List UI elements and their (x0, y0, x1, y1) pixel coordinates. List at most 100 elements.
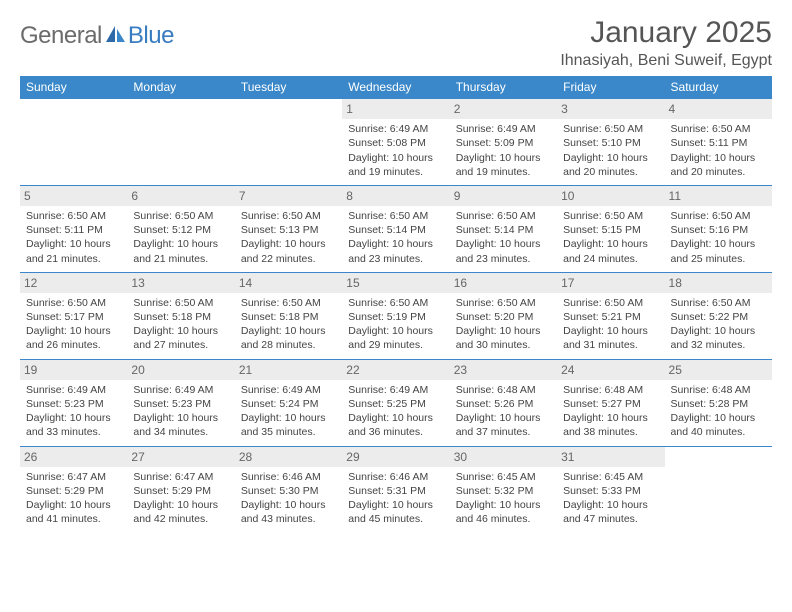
sunrise-line: Sunrise: 6:50 AM (133, 209, 228, 223)
sunrise-line: Sunrise: 6:50 AM (671, 296, 766, 310)
day-header: Thursday (450, 76, 557, 99)
calendar-week: 1Sunrise: 6:49 AMSunset: 5:08 PMDaylight… (20, 99, 772, 186)
daylight-line: Daylight: 10 hours and 40 minutes. (671, 411, 766, 439)
calendar-cell: 4Sunrise: 6:50 AMSunset: 5:11 PMDaylight… (665, 99, 772, 186)
sunset-line: Sunset: 5:09 PM (456, 136, 551, 150)
sunrise-line: Sunrise: 6:49 AM (26, 383, 121, 397)
sunrise-line: Sunrise: 6:49 AM (348, 383, 443, 397)
daylight-line: Daylight: 10 hours and 32 minutes. (671, 324, 766, 352)
sunrise-line: Sunrise: 6:50 AM (456, 296, 551, 310)
day-number: 1 (342, 99, 449, 119)
daylight-line: Daylight: 10 hours and 34 minutes. (133, 411, 228, 439)
calendar-cell: 10Sunrise: 6:50 AMSunset: 5:15 PMDayligh… (557, 185, 664, 272)
day-number: 10 (557, 186, 664, 206)
sunrise-line: Sunrise: 6:49 AM (241, 383, 336, 397)
sunrise-line: Sunrise: 6:48 AM (671, 383, 766, 397)
calendar-cell: 21Sunrise: 6:49 AMSunset: 5:24 PMDayligh… (235, 359, 342, 446)
daylight-line: Daylight: 10 hours and 37 minutes. (456, 411, 551, 439)
sunrise-line: Sunrise: 6:50 AM (456, 209, 551, 223)
daylight-line: Daylight: 10 hours and 19 minutes. (348, 151, 443, 179)
sunrise-line: Sunrise: 6:50 AM (563, 209, 658, 223)
sunrise-line: Sunrise: 6:45 AM (456, 470, 551, 484)
day-number: 27 (127, 447, 234, 467)
calendar-cell: 24Sunrise: 6:48 AMSunset: 5:27 PMDayligh… (557, 359, 664, 446)
day-number: 29 (342, 447, 449, 467)
day-number: 12 (20, 273, 127, 293)
daylight-line: Daylight: 10 hours and 23 minutes. (348, 237, 443, 265)
sunset-line: Sunset: 5:21 PM (563, 310, 658, 324)
daylight-line: Daylight: 10 hours and 47 minutes. (563, 498, 658, 526)
sunset-line: Sunset: 5:17 PM (26, 310, 121, 324)
calendar-cell: 9 Sunrise: 6:50 AMSunset: 5:14 PMDaylight… (450, 185, 557, 272)
day-number: 13 (127, 273, 234, 293)
day-number: 7 (235, 186, 342, 206)
day-number (235, 99, 342, 119)
calendar-cell: 31Sunrise: 6:45 AMSunset: 5:33 PMDayligh… (557, 446, 664, 532)
day-header: Friday (557, 76, 664, 99)
day-header: Wednesday (342, 76, 449, 99)
sunset-line: Sunset: 5:14 PM (348, 223, 443, 237)
calendar-week: 19Sunrise: 6:49 AMSunset: 5:23 PMDayligh… (20, 359, 772, 446)
calendar-cell: 5Sunrise: 6:50 AMSunset: 5:11 PMDaylight… (20, 185, 127, 272)
daylight-line: Daylight: 10 hours and 19 minutes. (456, 151, 551, 179)
sunrise-line: Sunrise: 6:50 AM (26, 296, 121, 310)
day-number (20, 99, 127, 119)
day-header-row: SundayMondayTuesdayWednesdayThursdayFrid… (20, 76, 772, 99)
day-number: 15 (342, 273, 449, 293)
sunset-line: Sunset: 5:23 PM (26, 397, 121, 411)
day-number: 23 (450, 360, 557, 380)
sunrise-line: Sunrise: 6:50 AM (241, 296, 336, 310)
calendar-cell: 1Sunrise: 6:49 AMSunset: 5:08 PMDaylight… (342, 99, 449, 186)
calendar-cell: 15Sunrise: 6:50 AMSunset: 5:19 PMDayligh… (342, 272, 449, 359)
calendar-week: 5Sunrise: 6:50 AMSunset: 5:11 PMDaylight… (20, 185, 772, 272)
sunset-line: Sunset: 5:29 PM (26, 484, 121, 498)
daylight-line: Daylight: 10 hours and 33 minutes. (26, 411, 121, 439)
day-number: 26 (20, 447, 127, 467)
sunset-line: Sunset: 5:28 PM (671, 397, 766, 411)
day-header: Tuesday (235, 76, 342, 99)
calendar-cell: 20Sunrise: 6:49 AMSunset: 5:23 PMDayligh… (127, 359, 234, 446)
calendar-cell: 12Sunrise: 6:50 AMSunset: 5:17 PMDayligh… (20, 272, 127, 359)
sunset-line: Sunset: 5:15 PM (563, 223, 658, 237)
calendar-cell: 30Sunrise: 6:45 AMSunset: 5:32 PMDayligh… (450, 446, 557, 532)
daylight-line: Daylight: 10 hours and 43 minutes. (241, 498, 336, 526)
calendar-cell: 11Sunrise: 6:50 AMSunset: 5:16 PMDayligh… (665, 185, 772, 272)
sunrise-line: Sunrise: 6:50 AM (671, 122, 766, 136)
daylight-line: Daylight: 10 hours and 25 minutes. (671, 237, 766, 265)
sunset-line: Sunset: 5:11 PM (26, 223, 121, 237)
sunset-line: Sunset: 5:19 PM (348, 310, 443, 324)
day-number: 9 (450, 186, 557, 206)
sunset-line: Sunset: 5:13 PM (241, 223, 336, 237)
day-number: 28 (235, 447, 342, 467)
day-number: 8 (342, 186, 449, 206)
sunrise-line: Sunrise: 6:48 AM (563, 383, 658, 397)
calendar-cell: 14Sunrise: 6:50 AMSunset: 5:18 PMDayligh… (235, 272, 342, 359)
calendar-cell: 18Sunrise: 6:50 AMSunset: 5:22 PMDayligh… (665, 272, 772, 359)
calendar-cell: 23Sunrise: 6:48 AMSunset: 5:26 PMDayligh… (450, 359, 557, 446)
daylight-line: Daylight: 10 hours and 29 minutes. (348, 324, 443, 352)
logo: General Blue (20, 16, 174, 50)
calendar-cell: 8Sunrise: 6:50 AMSunset: 5:14 PMDaylight… (342, 185, 449, 272)
sunset-line: Sunset: 5:27 PM (563, 397, 658, 411)
day-number: 18 (665, 273, 772, 293)
sunset-line: Sunset: 5:14 PM (456, 223, 551, 237)
daylight-line: Daylight: 10 hours and 38 minutes. (563, 411, 658, 439)
sunrise-line: Sunrise: 6:46 AM (241, 470, 336, 484)
daylight-line: Daylight: 10 hours and 41 minutes. (26, 498, 121, 526)
sunrise-line: Sunrise: 6:49 AM (348, 122, 443, 136)
day-number: 21 (235, 360, 342, 380)
sunset-line: Sunset: 5:31 PM (348, 484, 443, 498)
sunrise-line: Sunrise: 6:50 AM (133, 296, 228, 310)
daylight-line: Daylight: 10 hours and 23 minutes. (456, 237, 551, 265)
calendar-page: General Blue January 2025 Ihnasiyah, Ben… (0, 0, 792, 542)
sunrise-line: Sunrise: 6:50 AM (563, 122, 658, 136)
logo-sail-icon (106, 26, 126, 49)
location-subtitle: Ihnasiyah, Beni Suweif, Egypt (560, 52, 772, 70)
sunrise-line: Sunrise: 6:50 AM (563, 296, 658, 310)
calendar-body: 1Sunrise: 6:49 AMSunset: 5:08 PMDaylight… (20, 99, 772, 533)
sunrise-line: Sunrise: 6:45 AM (563, 470, 658, 484)
daylight-line: Daylight: 10 hours and 31 minutes. (563, 324, 658, 352)
calendar-cell: 26Sunrise: 6:47 AMSunset: 5:29 PMDayligh… (20, 446, 127, 532)
sunset-line: Sunset: 5:23 PM (133, 397, 228, 411)
sunset-line: Sunset: 5:33 PM (563, 484, 658, 498)
